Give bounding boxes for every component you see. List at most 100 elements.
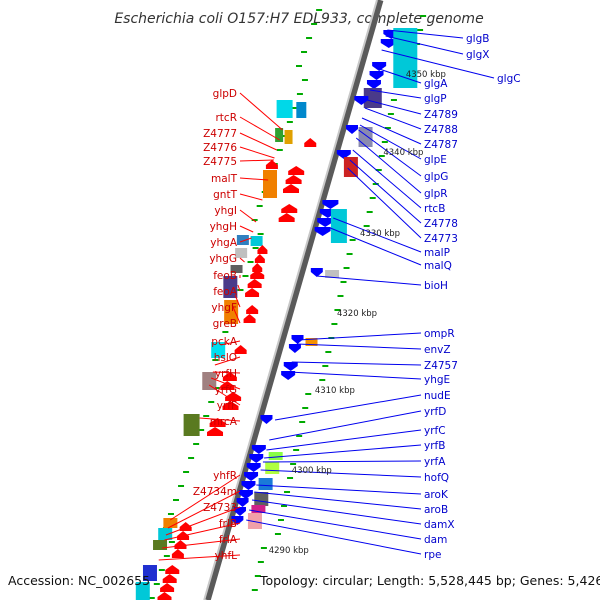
gene-label-hofq: hofQ <box>424 472 449 484</box>
gene-label-pcka: pckA <box>211 336 238 348</box>
leader-line <box>249 509 422 540</box>
leader-line <box>239 92 283 131</box>
gene-label-z4788: Z4788 <box>424 124 458 136</box>
leader-line <box>239 146 275 159</box>
leader-line <box>361 117 422 145</box>
kbp-tick-label: 4290 kbp <box>269 546 309 556</box>
leader-line <box>158 554 241 561</box>
gene-arrow-forward <box>246 305 259 314</box>
leader-line <box>212 371 241 374</box>
gene-label-mrca: mrcA <box>210 416 238 428</box>
leader-line <box>239 209 257 223</box>
gene-label-damx: damX <box>424 519 455 531</box>
leader-line <box>333 217 422 253</box>
gene-block <box>158 528 173 540</box>
leader-line <box>298 332 422 341</box>
kbp-ticks: 4350 kbp 4340 kbp 4330 kbp 4320 kbp 4310 kbp… <box>269 70 446 556</box>
gene-arrow-forward <box>250 270 265 279</box>
backbone-line <box>203 0 384 600</box>
leader-line <box>296 343 422 350</box>
gene-arrow-reverse <box>249 454 264 463</box>
leader-line <box>274 394 422 421</box>
gene-arrow-forward <box>162 574 177 583</box>
leader-line <box>352 149 422 209</box>
leader-line <box>234 294 241 308</box>
gene-arrow-reverse <box>236 498 249 507</box>
gene-label-yhfl: yhfL <box>215 550 238 562</box>
gc-marks <box>148 9 427 599</box>
gene-label-dam: dam <box>424 534 447 546</box>
gene-block <box>263 170 278 198</box>
gene-arrow-forward <box>222 401 239 410</box>
gene-arrow-forward <box>234 345 247 354</box>
gene-label-yhfr: yhfR <box>213 470 237 482</box>
gene-label-ompr: ompR <box>424 328 455 340</box>
leader-line <box>239 225 254 233</box>
leader-line <box>256 484 422 495</box>
leader-line <box>347 167 422 239</box>
accession-text: Accession: NC_002655 <box>8 573 150 588</box>
leader-line <box>246 519 422 555</box>
leader-line <box>385 35 464 55</box>
gene-block <box>223 276 238 298</box>
leader-line <box>208 384 241 406</box>
gene-arrow-reverse <box>283 362 298 371</box>
gene-label-yrfc: yrfC <box>424 425 446 437</box>
gene-label-yrfa: yrfA <box>424 456 446 468</box>
kbp-tick-label: 4310 kbp <box>315 386 355 396</box>
gene-block <box>250 236 263 246</box>
leader-line <box>239 193 263 201</box>
gene-label-z4775: Z4775 <box>203 156 237 168</box>
gene-arrow-reverse <box>314 227 331 236</box>
leader-line <box>370 89 422 99</box>
gene-block <box>224 300 239 324</box>
gene-label-bioh: bioH <box>424 280 448 292</box>
gene-label-rpe: rpe <box>424 549 441 561</box>
leader-line <box>199 417 241 422</box>
kbp-tick-label: 4350 kbp <box>406 70 446 80</box>
leader-line <box>349 159 422 224</box>
gene-block <box>135 582 150 600</box>
gene-arrow-reverse <box>241 481 256 490</box>
leader-line <box>358 129 422 177</box>
leader-line <box>387 29 464 39</box>
gene-label-arok: aroK <box>424 489 449 501</box>
gene-label-glga: glgA <box>424 78 448 90</box>
leader-line <box>239 159 274 162</box>
gene-arrow-forward <box>160 583 175 592</box>
gene-arrow-forward <box>209 418 226 427</box>
gene-arrow-reverse <box>366 80 381 89</box>
gene-label-z4734m: Z4734m <box>193 486 237 498</box>
gene-arrow-forward <box>174 540 187 549</box>
gene-arrow-forward <box>171 549 184 558</box>
gene-block <box>258 478 273 490</box>
leader-line <box>220 340 241 346</box>
gene-arrow-forward <box>304 138 317 147</box>
gene-label-yhgf: yhgF <box>211 302 237 314</box>
gene-arrow-forward <box>283 184 300 193</box>
gene-label-z4787: Z4787 <box>424 139 458 151</box>
gene-label-glgb: glgB <box>466 33 489 45</box>
gene-block <box>202 372 217 390</box>
gene-label-yhga: yhgA <box>210 237 238 249</box>
gene-label-glpr: glpR <box>424 188 448 200</box>
leader-line <box>355 137 422 194</box>
gene-label-z4757: Z4757 <box>424 360 458 372</box>
leader-lines <box>158 29 495 561</box>
gene-arrow-forward <box>281 204 298 213</box>
leader-line <box>231 304 241 324</box>
gene-label-z4776: Z4776 <box>203 142 237 154</box>
gene-arrow-forward <box>225 392 242 401</box>
gene-label-greb: greB <box>213 318 237 330</box>
gene-block <box>276 100 293 118</box>
gene-arrow-forward <box>207 427 224 436</box>
gene-label-hslo: hslO <box>214 352 237 364</box>
gene-label-yrfd: yrfD <box>424 406 446 418</box>
gene-block <box>265 462 280 474</box>
gene-arrow-reverse <box>233 507 246 516</box>
gene-arrow-reverse <box>238 490 253 499</box>
kbp-tick-label: 4300 kbp <box>292 466 332 476</box>
gene-block <box>358 127 373 147</box>
gene-label-glgc: glgC <box>497 73 521 85</box>
gene-label-glgp: glgP <box>424 93 447 105</box>
